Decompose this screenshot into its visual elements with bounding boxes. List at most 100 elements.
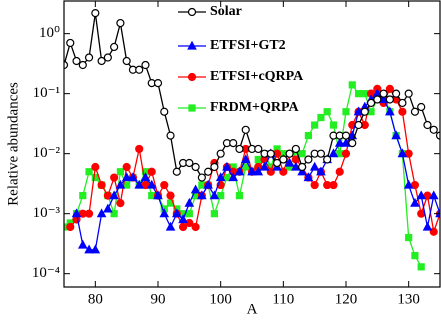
marker	[123, 181, 131, 189]
marker	[72, 56, 81, 66]
marker	[185, 210, 193, 218]
marker	[291, 144, 300, 154]
marker	[78, 60, 87, 70]
marker	[391, 130, 401, 140]
marker	[209, 190, 220, 200]
marker	[77, 239, 88, 249]
marker	[309, 161, 320, 171]
marker	[140, 172, 151, 182]
marker	[178, 214, 188, 224]
y-tick-label: 10⁻⁴	[32, 265, 60, 281]
marker	[342, 108, 350, 116]
marker	[191, 222, 200, 232]
marker	[235, 144, 244, 154]
marker	[385, 106, 395, 116]
marker	[329, 180, 338, 190]
marker	[91, 9, 100, 18]
marker	[253, 166, 264, 176]
marker	[216, 149, 225, 158]
marker	[348, 139, 357, 148]
y-tick-label: 10⁻³	[33, 205, 61, 221]
y-axis-label: Relative abundances	[5, 82, 21, 206]
marker	[279, 167, 288, 176]
marker	[197, 173, 206, 182]
marker	[405, 233, 413, 242]
marker	[435, 131, 440, 140]
marker	[228, 172, 239, 182]
marker	[360, 107, 369, 116]
marker	[341, 149, 351, 158]
marker	[141, 60, 150, 70]
marker	[234, 166, 245, 176]
marker	[254, 144, 263, 154]
legend-marker	[187, 72, 197, 82]
marker	[110, 42, 119, 52]
marker	[147, 167, 156, 176]
marker	[90, 244, 101, 254]
series	[64, 9, 440, 182]
marker	[115, 179, 126, 189]
marker	[134, 179, 145, 189]
marker	[85, 168, 93, 176]
marker	[103, 53, 112, 62]
marker	[84, 209, 94, 218]
marker	[328, 148, 339, 158]
marker	[159, 208, 170, 218]
marker	[417, 263, 425, 271]
legend-marker	[187, 7, 197, 17]
marker	[184, 197, 195, 207]
legend-label: ETFSI+cQRPA	[210, 69, 304, 84]
y-tick-label: 10⁻¹	[33, 85, 60, 101]
marker	[272, 158, 282, 168]
marker	[109, 190, 119, 200]
marker	[223, 173, 231, 182]
marker	[153, 78, 163, 88]
marker	[398, 98, 407, 108]
marker	[398, 107, 407, 116]
marker	[284, 157, 295, 167]
marker	[317, 113, 325, 122]
marker	[417, 102, 426, 112]
marker	[97, 180, 106, 190]
x-tick-label: 120	[335, 291, 358, 307]
y-tick-label: 10⁰	[39, 25, 60, 41]
marker	[297, 166, 307, 176]
marker	[64, 60, 69, 70]
marker	[410, 107, 420, 116]
marker	[423, 120, 432, 130]
marker	[235, 192, 244, 200]
marker	[116, 18, 125, 28]
marker	[341, 137, 351, 147]
marker	[254, 155, 262, 164]
marker	[146, 179, 157, 189]
marker	[410, 197, 420, 207]
marker	[135, 144, 144, 154]
marker	[84, 244, 94, 254]
marker	[160, 107, 169, 116]
marker	[204, 167, 213, 176]
marker	[153, 190, 163, 200]
marker	[323, 155, 332, 164]
marker	[323, 108, 331, 116]
marker	[373, 95, 382, 104]
marker	[429, 125, 438, 134]
marker	[341, 131, 351, 140]
marker	[210, 210, 218, 218]
marker	[416, 190, 427, 200]
marker	[116, 168, 125, 176]
marker	[166, 131, 175, 140]
marker	[366, 98, 376, 108]
marker	[353, 106, 364, 116]
legend-label: Solar	[210, 4, 242, 19]
marker	[160, 180, 169, 190]
marker	[217, 192, 225, 200]
marker	[229, 139, 238, 148]
marker	[303, 172, 314, 182]
marker	[135, 65, 144, 74]
marker	[148, 192, 156, 200]
marker	[422, 221, 433, 231]
x-tick-label: 100	[209, 291, 232, 307]
marker	[329, 121, 338, 129]
marker	[116, 199, 125, 208]
